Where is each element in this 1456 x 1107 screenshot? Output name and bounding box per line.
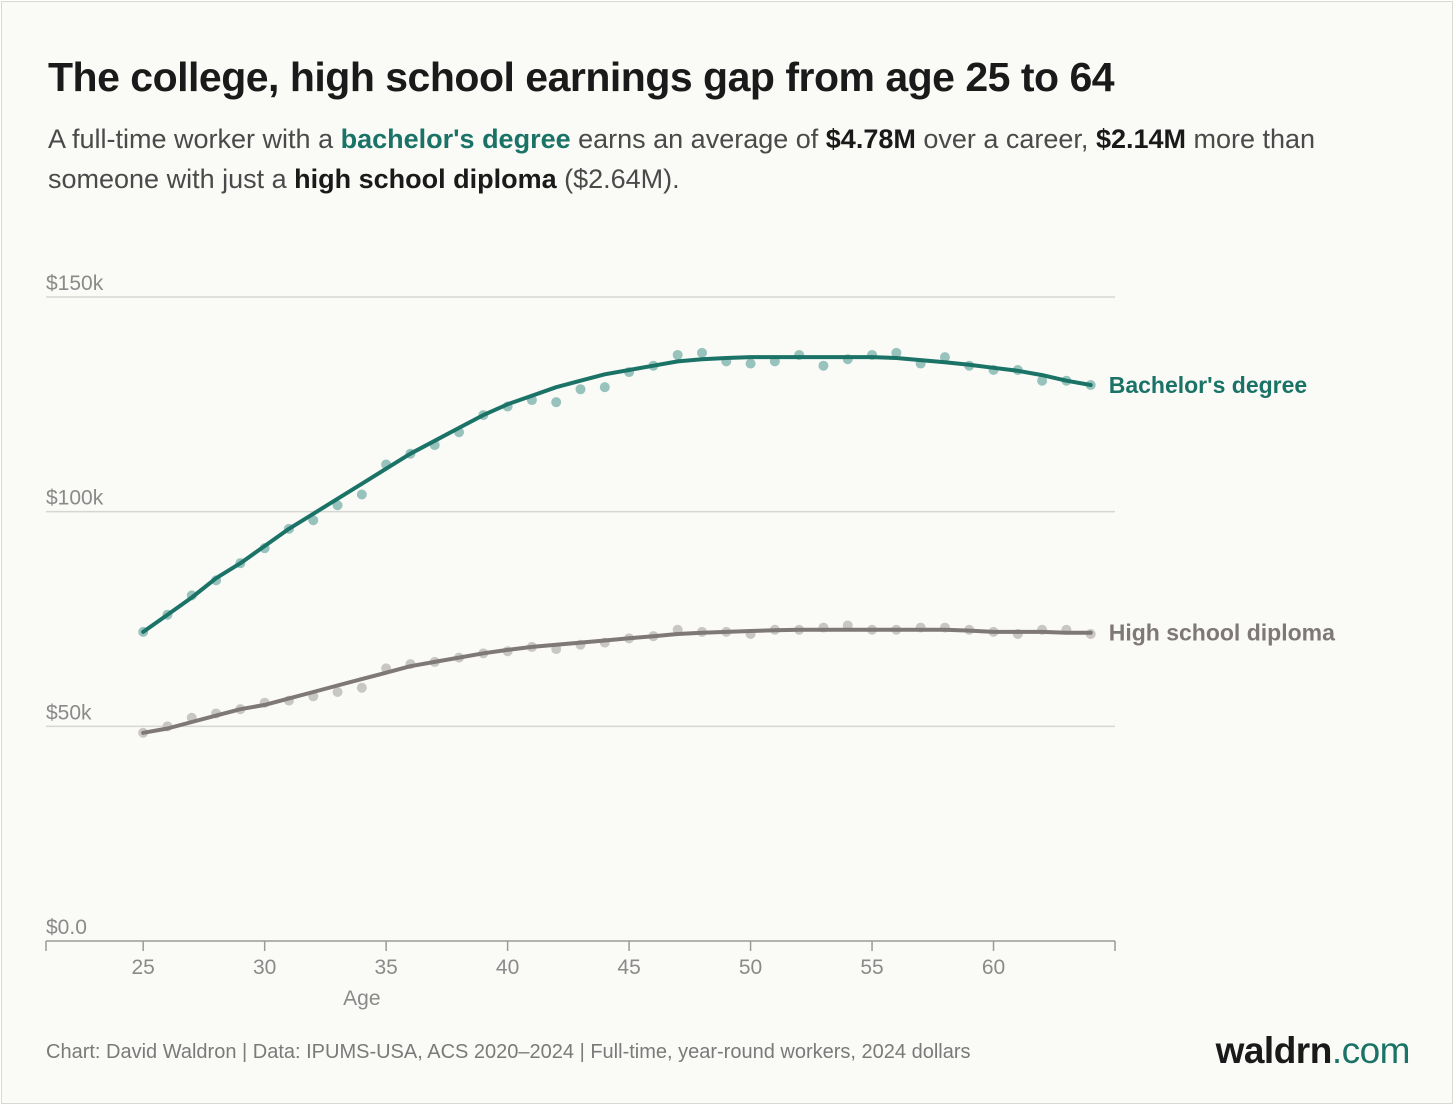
brand-logo[interactable]: waldrn.com <box>1215 1030 1411 1072</box>
data-point <box>551 397 562 408</box>
subtitle-highschool-highlight: high school diploma <box>294 164 557 194</box>
data-point <box>356 489 367 500</box>
source-credit: Chart: David Waldron | Data: IPUMS-USA, … <box>46 1041 971 1063</box>
data-point <box>939 352 950 363</box>
data-point <box>599 382 610 393</box>
y-tick-label: $50k <box>46 701 92 724</box>
x-axis-title: Age <box>343 987 380 1010</box>
brand-tld: .com <box>1331 1030 1411 1071</box>
data-point <box>356 682 367 693</box>
x-tick-label: 40 <box>496 956 519 979</box>
chart-title: The college, high school earnings gap fr… <box>48 54 1115 100</box>
subtitle-text-2: earns an average of <box>570 124 826 154</box>
data-point <box>696 347 707 358</box>
data-point <box>672 349 683 360</box>
subtitle-text-1: A full-time worker with a <box>48 124 341 154</box>
data-point <box>575 384 586 395</box>
subtitle-bachelor-total: $4.78M <box>825 124 916 154</box>
y-tick-label: $0.0 <box>46 916 87 939</box>
brand-name: waldrn <box>1215 1030 1333 1071</box>
x-tick-label: 35 <box>374 956 397 979</box>
series-label: Bachelor's degree <box>1109 372 1308 398</box>
chart-subtitle: A full-time worker with a bachelor's deg… <box>48 119 1428 199</box>
x-tick-label: 60 <box>982 956 1005 979</box>
series-line <box>141 627 1093 735</box>
y-tick-label: $100k <box>46 487 104 510</box>
series-label: High school diploma <box>1109 620 1335 646</box>
subtitle-bachelor-highlight: bachelor's degree <box>340 124 571 154</box>
subtitle-text-5: ($2.64M). <box>556 164 680 194</box>
series-line <box>141 355 1093 634</box>
subtitle-gap-total: $2.14M <box>1095 124 1186 154</box>
subtitle-text-3: over a career, <box>915 124 1096 154</box>
x-tick-label: 25 <box>132 956 155 979</box>
subtitle-text-4: more than someone with just a <box>48 124 1316 194</box>
data-point <box>1037 375 1048 386</box>
x-tick-label: 55 <box>860 956 883 979</box>
data-point <box>818 360 829 371</box>
y-tick-label: $150k <box>46 272 104 295</box>
x-tick-label: 50 <box>739 956 762 979</box>
x-tick-label: 45 <box>617 956 640 979</box>
data-point <box>308 515 319 526</box>
data-point <box>332 500 343 511</box>
data-point <box>745 358 756 369</box>
data-point <box>891 347 902 358</box>
data-point <box>332 686 343 697</box>
x-tick-label: 30 <box>253 956 276 979</box>
